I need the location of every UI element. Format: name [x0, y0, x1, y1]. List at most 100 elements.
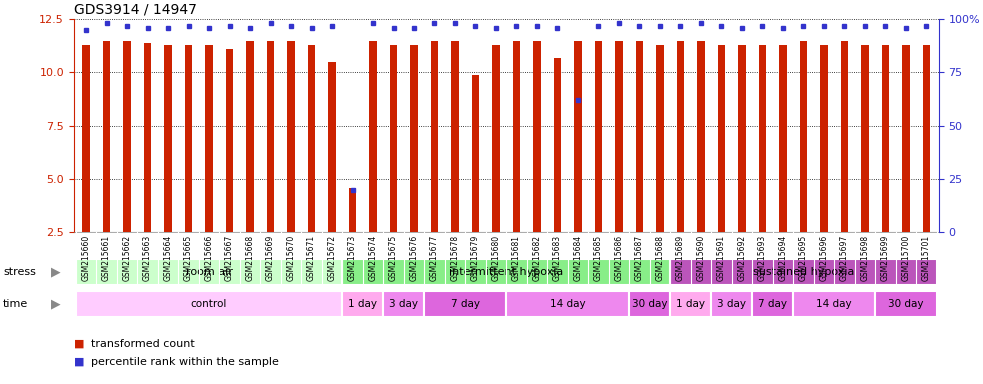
Text: GSM215686: GSM215686 — [614, 235, 623, 281]
Text: GSM215677: GSM215677 — [430, 235, 439, 281]
Text: GSM215670: GSM215670 — [286, 235, 296, 281]
Bar — [83, 45, 89, 232]
Bar — [226, 49, 233, 232]
Text: GSM215674: GSM215674 — [369, 235, 377, 281]
Bar — [411, 45, 418, 232]
Bar — [875, 291, 937, 317]
Bar — [425, 291, 506, 317]
Bar — [902, 45, 909, 232]
Text: GSM215666: GSM215666 — [204, 235, 213, 281]
Text: stress: stress — [3, 266, 35, 277]
Text: GSM215663: GSM215663 — [143, 235, 152, 281]
Text: ■: ■ — [74, 339, 85, 349]
Bar — [636, 41, 643, 232]
Text: GSM215693: GSM215693 — [758, 235, 767, 281]
Bar — [76, 259, 342, 285]
Text: GSM215689: GSM215689 — [676, 235, 685, 281]
Bar — [840, 41, 848, 232]
Text: ▶: ▶ — [51, 298, 61, 311]
Bar — [595, 41, 602, 232]
Bar — [287, 41, 295, 232]
Bar — [144, 43, 151, 232]
Bar — [205, 45, 212, 232]
Bar — [670, 291, 712, 317]
Bar — [697, 41, 705, 232]
Text: GSM215684: GSM215684 — [573, 235, 583, 281]
Text: 7 day: 7 day — [451, 299, 480, 310]
Text: GSM215668: GSM215668 — [246, 235, 255, 281]
Bar — [793, 291, 875, 317]
Text: percentile rank within the sample: percentile rank within the sample — [91, 357, 279, 367]
Text: GSM215664: GSM215664 — [163, 235, 173, 281]
Text: GSM215661: GSM215661 — [102, 235, 111, 281]
Bar — [247, 41, 254, 232]
Text: GSM215682: GSM215682 — [533, 235, 542, 281]
Bar — [800, 41, 807, 232]
Text: GSM215690: GSM215690 — [697, 235, 706, 281]
Text: GSM215673: GSM215673 — [348, 235, 357, 281]
Bar — [342, 291, 383, 317]
Bar — [124, 41, 131, 232]
Text: GSM215678: GSM215678 — [450, 235, 459, 281]
Bar — [923, 45, 930, 232]
Bar — [861, 45, 869, 232]
Bar — [553, 58, 561, 232]
Text: 1 day: 1 day — [676, 299, 705, 310]
Bar — [780, 45, 786, 232]
Text: GDS3914 / 14947: GDS3914 / 14947 — [74, 3, 197, 17]
Text: room air: room air — [186, 266, 232, 277]
Bar — [752, 291, 793, 317]
Bar — [164, 45, 172, 232]
Text: 14 day: 14 day — [817, 299, 852, 310]
Text: GSM215685: GSM215685 — [594, 235, 603, 281]
Text: GSM215665: GSM215665 — [184, 235, 193, 281]
Text: GSM215662: GSM215662 — [123, 235, 132, 281]
Text: GSM215683: GSM215683 — [553, 235, 562, 281]
Bar — [657, 45, 664, 232]
Bar — [383, 291, 425, 317]
Text: GSM215688: GSM215688 — [656, 235, 665, 281]
Text: time: time — [3, 299, 29, 310]
Text: 30 day: 30 day — [632, 299, 667, 310]
Bar — [629, 291, 670, 317]
Bar — [431, 41, 438, 232]
Text: 3 day: 3 day — [389, 299, 418, 310]
Text: transformed count: transformed count — [91, 339, 196, 349]
Text: GSM215695: GSM215695 — [799, 235, 808, 281]
Text: 3 day: 3 day — [718, 299, 746, 310]
Bar — [738, 45, 745, 232]
Bar — [472, 74, 479, 232]
Bar — [76, 291, 342, 317]
Text: 7 day: 7 day — [758, 299, 787, 310]
Text: GSM215698: GSM215698 — [860, 235, 870, 281]
Text: GSM215660: GSM215660 — [82, 235, 90, 281]
Text: GSM215679: GSM215679 — [471, 235, 480, 281]
Bar — [451, 41, 459, 232]
Text: GSM215680: GSM215680 — [492, 235, 500, 281]
Bar — [103, 41, 110, 232]
Bar — [342, 259, 670, 285]
Text: GSM215667: GSM215667 — [225, 235, 234, 281]
Text: control: control — [191, 299, 227, 310]
Text: GSM215676: GSM215676 — [410, 235, 419, 281]
Text: GSM215687: GSM215687 — [635, 235, 644, 281]
Text: 14 day: 14 day — [549, 299, 586, 310]
Text: ■: ■ — [74, 357, 85, 367]
Bar — [492, 45, 499, 232]
Text: GSM215699: GSM215699 — [881, 235, 890, 281]
Text: intermittent hypoxia: intermittent hypoxia — [449, 266, 563, 277]
Text: GSM215672: GSM215672 — [327, 235, 336, 281]
Bar — [308, 45, 316, 232]
Text: GSM215694: GSM215694 — [779, 235, 787, 281]
Bar — [759, 45, 766, 232]
Text: GSM215692: GSM215692 — [737, 235, 746, 281]
Bar — [370, 41, 376, 232]
Text: GSM215675: GSM215675 — [389, 235, 398, 281]
Text: GSM215701: GSM215701 — [922, 235, 931, 281]
Text: GSM215671: GSM215671 — [307, 235, 316, 281]
Text: sustained hypoxia: sustained hypoxia — [753, 266, 854, 277]
Bar — [328, 62, 335, 232]
Text: GSM215669: GSM215669 — [266, 235, 275, 281]
Bar — [574, 41, 582, 232]
Text: GSM215700: GSM215700 — [901, 235, 910, 281]
